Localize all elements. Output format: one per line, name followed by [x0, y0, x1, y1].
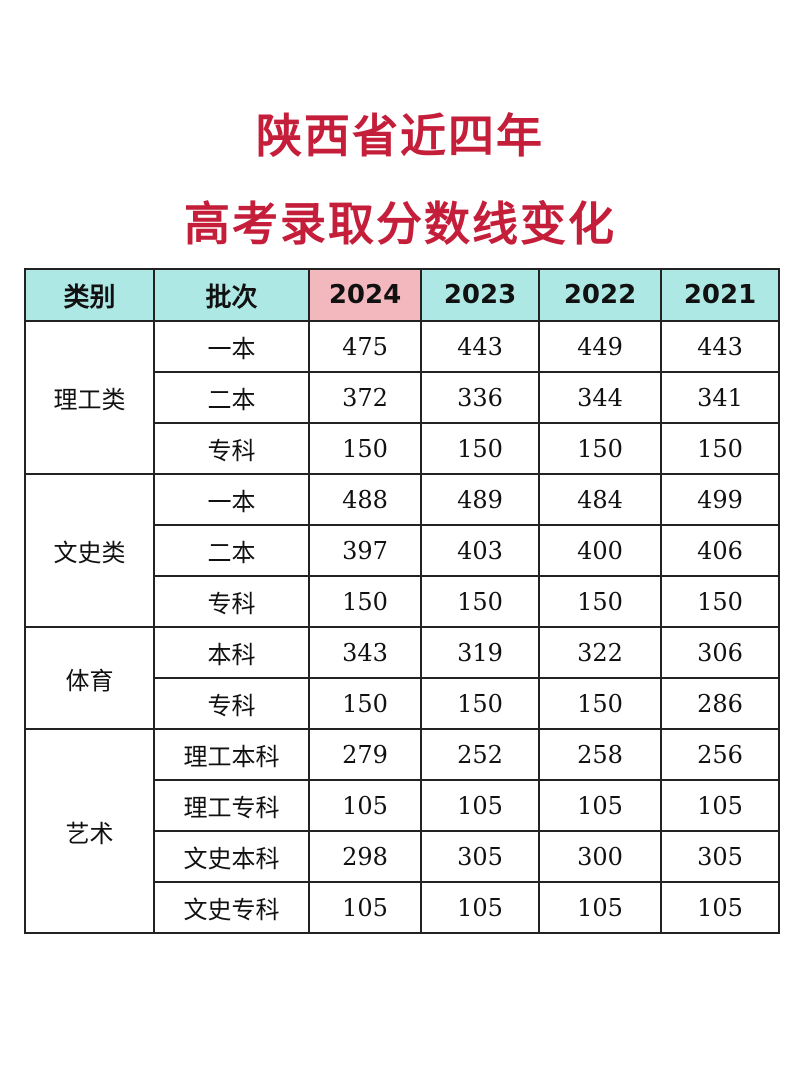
table-row: 文史本科 298 305 300 305 — [25, 830, 780, 883]
score-cell: 443 — [420, 320, 540, 373]
score-cell: 397 — [308, 524, 422, 577]
table-row: 体育 本科 343 319 322 306 — [24, 626, 780, 730]
category-cell: 体育 — [24, 626, 155, 730]
score-cell: 258 — [538, 728, 662, 781]
table-row: 二本 397 403 400 406 — [25, 524, 780, 577]
score-cell: 150 — [538, 575, 662, 628]
score-cell: 150 — [308, 575, 422, 628]
category-cell: 理工类 — [24, 320, 155, 475]
header-year-2022: 2022 — [538, 268, 662, 322]
score-cell: 489 — [420, 473, 540, 526]
table-row: 专科 150 150 150 150 — [25, 575, 780, 628]
score-cell: 150 — [660, 422, 780, 475]
score-cell: 105 — [660, 881, 780, 934]
batch-cell: 专科 — [153, 677, 310, 730]
score-cell: 256 — [660, 728, 780, 781]
batch-cell: 二本 — [153, 524, 310, 577]
score-cell: 306 — [660, 626, 780, 679]
score-cell: 150 — [308, 677, 422, 730]
score-cell: 105 — [660, 779, 780, 832]
batch-cell: 一本 — [153, 320, 310, 373]
score-cell: 499 — [660, 473, 780, 526]
score-cell: 252 — [420, 728, 540, 781]
title-line-1: 陕西省近四年 — [256, 109, 544, 163]
score-cell: 443 — [660, 320, 780, 373]
score-cell: 372 — [308, 371, 422, 424]
batch-cell: 文史专科 — [153, 881, 310, 934]
table-row: 文史类 一本 488 489 484 499 — [24, 473, 780, 628]
score-cell: 150 — [660, 575, 780, 628]
table-row: 艺术 理工本科 279 252 258 256 — [24, 728, 780, 934]
score-table: 类别 批次 2024 2023 2022 2021 理工类 一本 475 443… — [24, 268, 780, 934]
score-cell: 344 — [538, 371, 662, 424]
score-cell: 150 — [420, 422, 540, 475]
score-cell: 105 — [308, 779, 422, 832]
batch-cell: 一本 — [153, 473, 310, 526]
score-cell: 105 — [420, 779, 540, 832]
table-row: 二本 372 336 344 341 — [25, 371, 780, 424]
batch-cell: 本科 — [153, 626, 310, 679]
header-year-2024: 2024 — [308, 268, 422, 322]
score-cell: 484 — [538, 473, 662, 526]
header-year-2021: 2021 — [660, 268, 780, 322]
score-cell: 322 — [538, 626, 662, 679]
table-row: 文史专科 105 105 105 105 — [25, 881, 780, 934]
score-cell: 343 — [308, 626, 422, 679]
score-cell: 279 — [308, 728, 422, 781]
score-cell: 305 — [660, 830, 780, 883]
score-cell: 305 — [420, 830, 540, 883]
score-cell: 105 — [308, 881, 422, 934]
batch-cell: 专科 — [153, 575, 310, 628]
batch-cell: 理工专科 — [153, 779, 310, 832]
score-cell: 105 — [538, 881, 662, 934]
score-cell: 300 — [538, 830, 662, 883]
score-cell: 319 — [420, 626, 540, 679]
category-cell: 艺术 — [24, 728, 155, 934]
score-cell: 336 — [420, 371, 540, 424]
header-category: 类别 — [24, 268, 155, 322]
score-cell: 150 — [420, 575, 540, 628]
score-cell: 341 — [660, 371, 780, 424]
title-line-2: 高考录取分数线变化 — [184, 197, 616, 251]
score-cell: 150 — [420, 677, 540, 730]
table-row: 专科 150 150 150 150 — [25, 422, 780, 475]
score-cell: 406 — [660, 524, 780, 577]
header-batch: 批次 — [153, 268, 310, 322]
score-cell: 150 — [538, 677, 662, 730]
score-cell: 475 — [308, 320, 422, 373]
score-cell: 286 — [660, 677, 780, 730]
score-cell: 488 — [308, 473, 422, 526]
batch-cell: 二本 — [153, 371, 310, 424]
score-cell: 449 — [538, 320, 662, 373]
header-year-2023: 2023 — [420, 268, 540, 322]
score-cell: 298 — [308, 830, 422, 883]
batch-cell: 理工本科 — [153, 728, 310, 781]
score-cell: 105 — [420, 881, 540, 934]
score-cell: 403 — [420, 524, 540, 577]
category-cell: 文史类 — [24, 473, 155, 628]
header-row: 类别 批次 2024 2023 2022 2021 — [24, 268, 780, 322]
score-cell: 105 — [538, 779, 662, 832]
batch-cell: 文史本科 — [153, 830, 310, 883]
table-row: 专科 150 150 150 286 — [25, 677, 780, 730]
score-cell: 400 — [538, 524, 662, 577]
table-row: 理工类 一本 475 443 449 443 — [24, 320, 780, 475]
score-cell: 150 — [538, 422, 662, 475]
table-row: 理工专科 105 105 105 105 — [25, 779, 780, 832]
score-cell: 150 — [308, 422, 422, 475]
batch-cell: 专科 — [153, 422, 310, 475]
